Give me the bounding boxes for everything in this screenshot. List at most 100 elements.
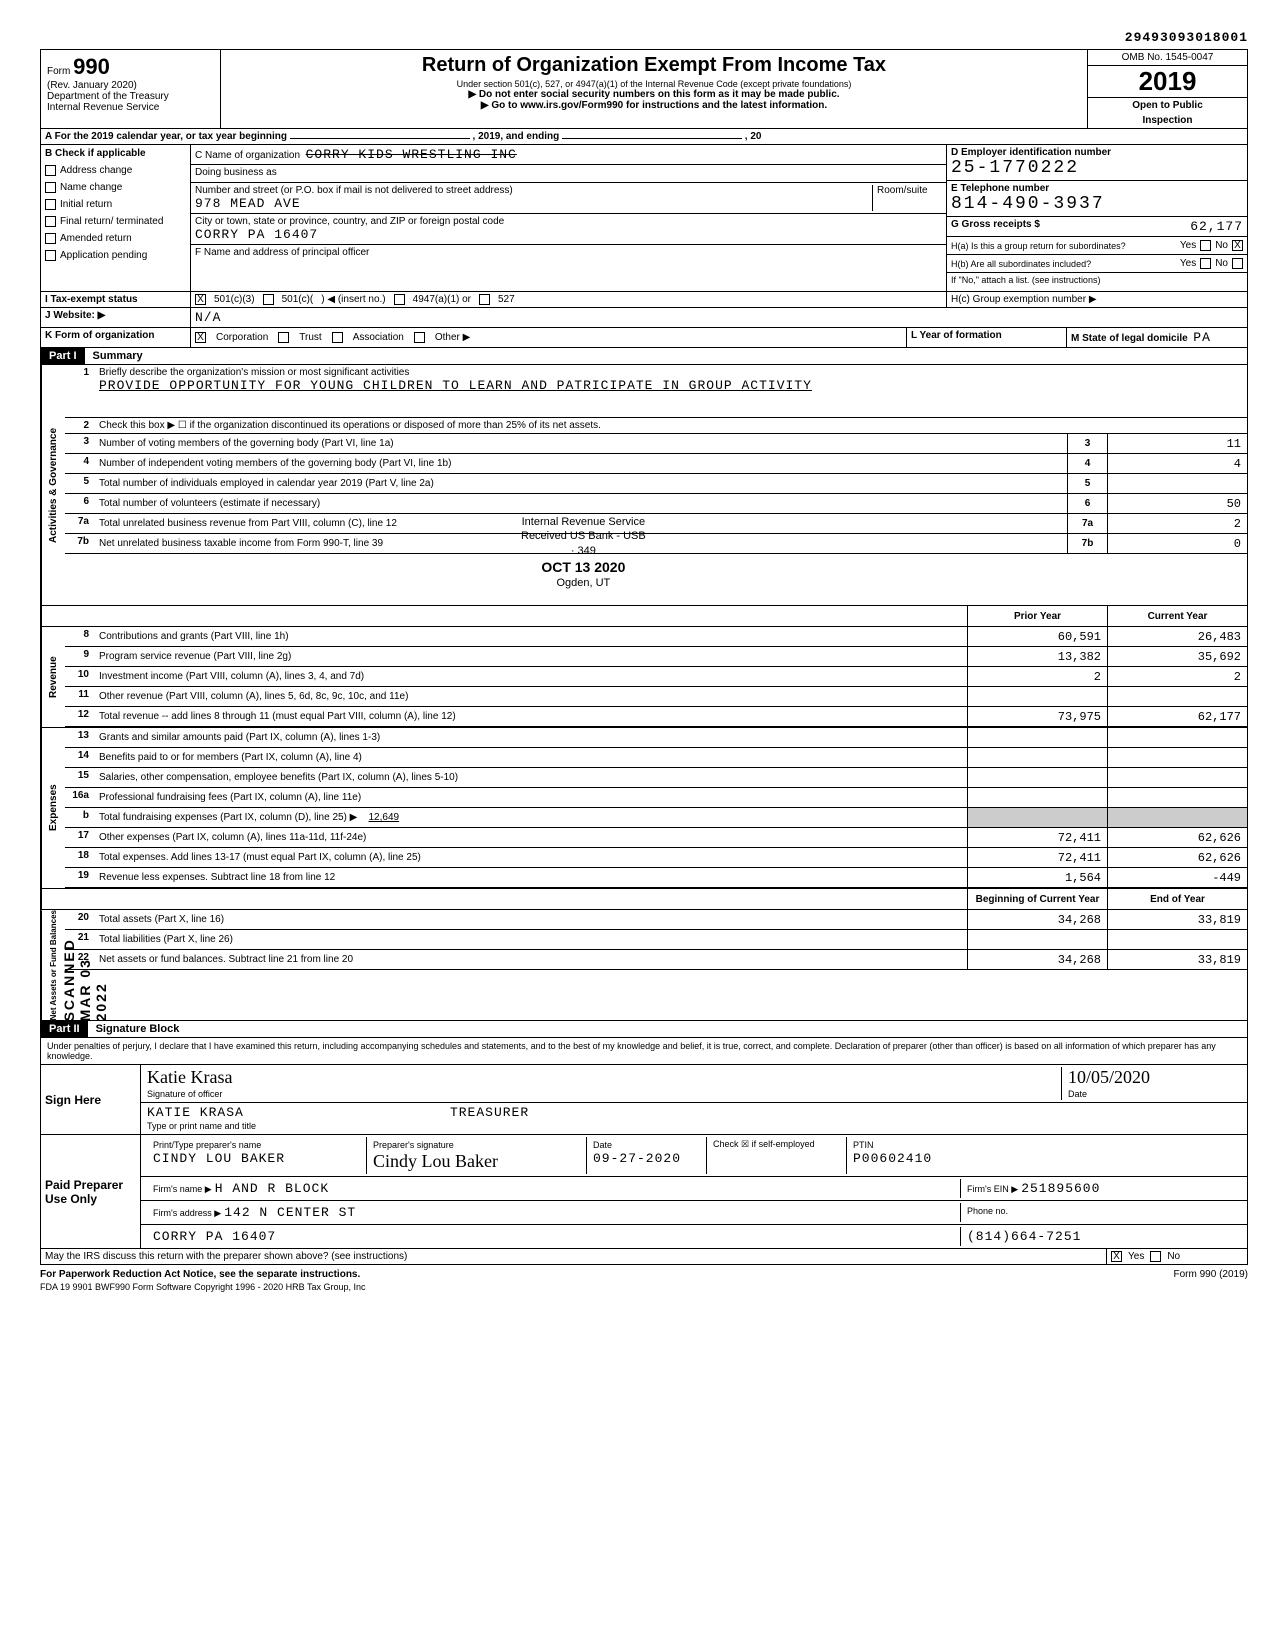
form-rev: (Rev. January 2020) bbox=[47, 80, 137, 91]
tax-year: 2019 bbox=[1088, 66, 1247, 98]
chk-other[interactable] bbox=[414, 332, 425, 343]
gross-receipts: 62,177 bbox=[1190, 219, 1243, 234]
chk-name[interactable] bbox=[45, 182, 56, 193]
prior-year-hdr: Prior Year bbox=[967, 606, 1107, 626]
website-value: N/A bbox=[191, 308, 1247, 327]
chk-trust[interactable] bbox=[278, 332, 289, 343]
line-15-cy bbox=[1107, 768, 1247, 787]
line-16a-py bbox=[967, 788, 1107, 807]
chk-corp[interactable]: X bbox=[195, 332, 206, 343]
chk-initial[interactable] bbox=[45, 199, 56, 210]
chk-501c[interactable] bbox=[263, 294, 274, 305]
corp-label: Corporation bbox=[216, 332, 268, 343]
subtitle-1: Under section 501(c), 527, or 4947(a)(1)… bbox=[229, 79, 1079, 89]
line-5-box: 5 bbox=[1067, 474, 1107, 493]
prep-sig: Cindy Lou Baker bbox=[373, 1151, 498, 1171]
name-change-label: Name change bbox=[60, 182, 122, 193]
line-11-desc: Other revenue (Part VIII, column (A), li… bbox=[95, 687, 967, 706]
chk-501c3[interactable]: X bbox=[195, 294, 206, 305]
line-21-py bbox=[967, 930, 1107, 949]
line-22-desc: Net assets or fund balances. Subtract li… bbox=[95, 950, 967, 969]
sign-here-label: Sign Here bbox=[41, 1065, 141, 1134]
prep-sig-label: Preparer's signature bbox=[373, 1140, 454, 1150]
line-9-desc: Program service revenue (Part VIII, line… bbox=[95, 647, 967, 666]
j-label: J Website: ▶ bbox=[41, 308, 191, 327]
org-name: CORRY KIDS WRESTLING INC bbox=[306, 147, 517, 162]
chk-4947[interactable] bbox=[394, 294, 405, 305]
fda-line: FDA 19 9901 BWF990 Form Software Copyrig… bbox=[40, 1282, 1248, 1292]
line-5-desc: Total number of individuals employed in … bbox=[95, 474, 1067, 493]
line-13-desc: Grants and similar amounts paid (Part IX… bbox=[95, 728, 967, 747]
line-12-cy: 62,177 bbox=[1107, 707, 1247, 726]
firm-name-label: Firm's name ▶ bbox=[153, 1184, 212, 1194]
amended-return-label: Amended return bbox=[60, 233, 132, 244]
prep-name: CINDY LOU BAKER bbox=[153, 1151, 285, 1166]
line-3-val: 11 bbox=[1107, 434, 1247, 453]
line-4-box: 4 bbox=[1067, 454, 1107, 473]
chk-address[interactable] bbox=[45, 165, 56, 176]
line-10-cy: 2 bbox=[1107, 667, 1247, 686]
line-8-num: 8 bbox=[65, 627, 95, 646]
line-16a-desc: Professional fundraising fees (Part IX, … bbox=[95, 788, 967, 807]
line-1-label: Briefly describe the organization's miss… bbox=[99, 367, 409, 378]
line-8-desc: Contributions and grants (Part VIII, lin… bbox=[95, 627, 967, 646]
firm-phone-label: Phone no. bbox=[967, 1206, 1008, 1216]
line-15-num: 15 bbox=[65, 768, 95, 787]
4947-label: 4947(a)(1) or bbox=[413, 294, 471, 305]
officer-name: KATIE KRASA bbox=[147, 1105, 244, 1120]
firm-ein: 251895600 bbox=[1021, 1181, 1100, 1196]
form-footer: Form 990 (2019) bbox=[1174, 1269, 1248, 1280]
form-label: Form bbox=[47, 66, 70, 77]
line-16b-cy bbox=[1107, 808, 1247, 827]
chk-final[interactable] bbox=[45, 216, 56, 227]
side-governance: Activities & Governance bbox=[41, 365, 65, 605]
line-2-desc: Check this box ▶ ☐ if the organization d… bbox=[95, 418, 1247, 433]
b-label: B Check if applicable bbox=[41, 145, 190, 162]
line-22-cy: 33,819 bbox=[1107, 950, 1247, 969]
irs-label: Internal Revenue Service bbox=[47, 102, 159, 113]
initial-return-label: Initial return bbox=[60, 199, 112, 210]
chk-527[interactable] bbox=[479, 294, 490, 305]
line-a-end: , 20 bbox=[745, 131, 762, 142]
line-6-val: 50 bbox=[1107, 494, 1247, 513]
app-pending-label: Application pending bbox=[60, 250, 147, 261]
chk-app[interactable] bbox=[45, 250, 56, 261]
firm-phone: (814)664-7251 bbox=[961, 1227, 1241, 1246]
other-label: Other ▶ bbox=[435, 332, 470, 343]
trust-label: Trust bbox=[299, 332, 321, 343]
chk-assoc[interactable] bbox=[332, 332, 343, 343]
chk-discuss-no[interactable] bbox=[1150, 1251, 1161, 1262]
no-label-2: No bbox=[1215, 258, 1228, 269]
line-8-cy: 26,483 bbox=[1107, 627, 1247, 646]
part2-title: Signature Block bbox=[88, 1021, 188, 1037]
form-number: 990 bbox=[73, 54, 110, 79]
subtitle-2: ▶ Do not enter social security numbers o… bbox=[229, 89, 1079, 100]
city-label: City or town, state or province, country… bbox=[195, 216, 504, 227]
line-6-num: 6 bbox=[65, 494, 95, 513]
discuss-yes: Yes bbox=[1128, 1251, 1144, 1262]
chk-ha-yes[interactable] bbox=[1200, 240, 1211, 251]
paid-preparer-label: Paid Preparer Use Only bbox=[41, 1135, 141, 1248]
line-10-py: 2 bbox=[967, 667, 1107, 686]
line-17-py: 72,411 bbox=[967, 828, 1107, 847]
chk-hb-yes[interactable] bbox=[1200, 258, 1211, 269]
line-18-desc: Total expenses. Add lines 13-17 (must eq… bbox=[95, 848, 967, 867]
line-12-num: 12 bbox=[65, 707, 95, 726]
firm-name: H AND R BLOCK bbox=[215, 1181, 329, 1196]
perjury-declaration: Under penalties of perjury, I declare th… bbox=[40, 1038, 1248, 1065]
chk-hb-no[interactable] bbox=[1232, 258, 1243, 269]
line-a-label: A For the 2019 calendar year, or tax yea… bbox=[45, 131, 287, 142]
501c-label: 501(c)( bbox=[282, 294, 314, 305]
h-note: If "No," attach a list. (see instruction… bbox=[947, 273, 1247, 291]
chk-ha-no[interactable]: X bbox=[1232, 240, 1243, 251]
line-1-num: 1 bbox=[65, 365, 95, 417]
line-13-cy bbox=[1107, 728, 1247, 747]
line-16b-desc: Total fundraising expenses (Part IX, col… bbox=[95, 808, 967, 827]
line-20-cy: 33,819 bbox=[1107, 910, 1247, 929]
chk-discuss-yes[interactable]: X bbox=[1111, 1251, 1122, 1262]
chk-amended[interactable] bbox=[45, 233, 56, 244]
sign-date: 10/05/2020 bbox=[1068, 1067, 1150, 1087]
open-public: Open to Public bbox=[1088, 98, 1247, 113]
officer-label: F Name and address of principal officer bbox=[195, 247, 369, 258]
firm-addr2: CORRY PA 16407 bbox=[153, 1229, 276, 1244]
